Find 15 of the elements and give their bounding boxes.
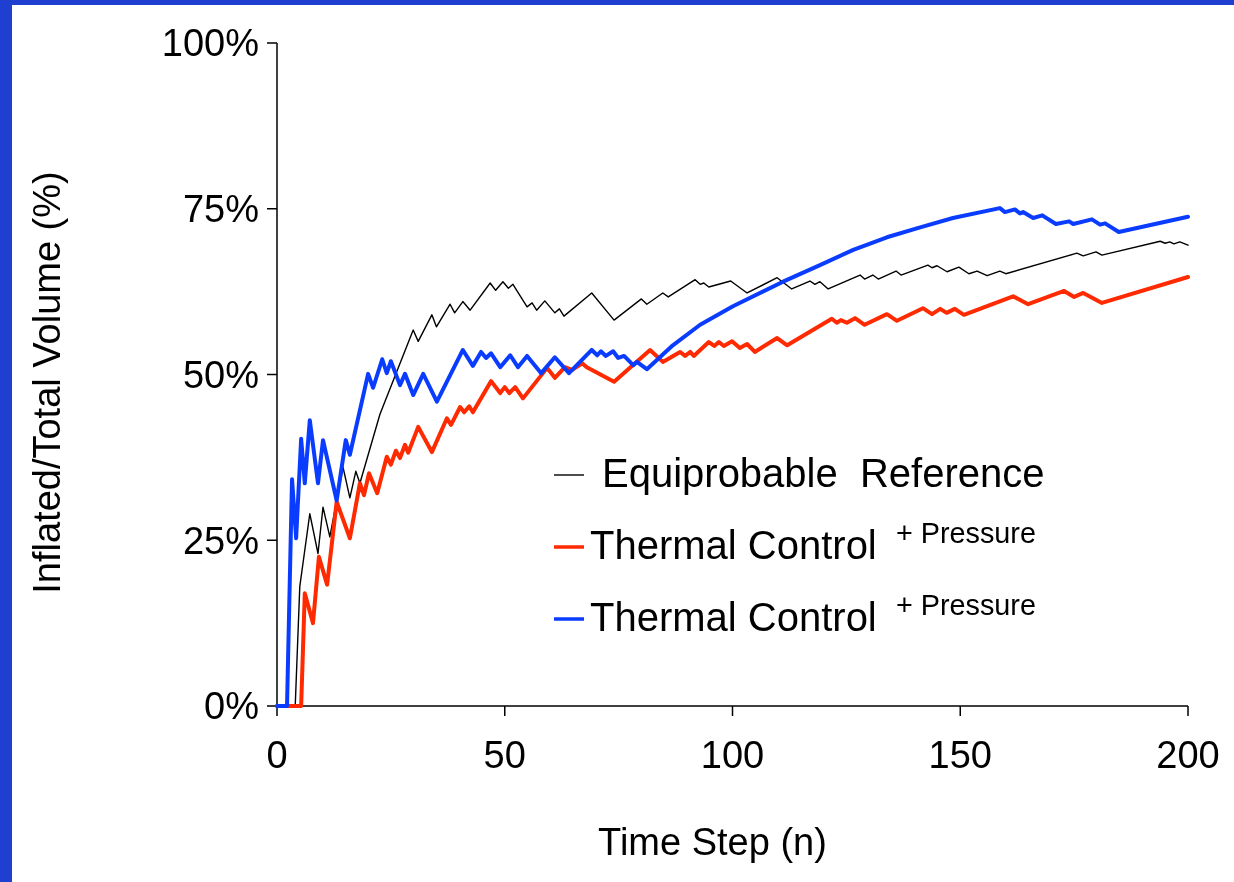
legend-label: Equiprobable Reference	[602, 451, 1045, 495]
y-tick-label: 100%	[161, 22, 259, 65]
x-tick-label: 200	[1156, 734, 1220, 776]
y-axis-title: Inflated/Total Volume (%)	[26, 171, 68, 594]
y-tick-label: 25%	[182, 519, 259, 562]
legend-label: Thermal Control $^{+ Pressure}$	[590, 589, 1036, 639]
x-axis-title: Time Step (n)	[598, 821, 827, 863]
y-tick-label: 0%	[204, 685, 259, 728]
x-tick-label: 100	[700, 734, 765, 776]
legend-label: Thermal Control $^{+ Pressure}$	[590, 517, 1036, 567]
y-tick-label: 50%	[182, 353, 259, 396]
x-tick-label: 0	[266, 734, 288, 776]
x-tick-label: 150	[928, 734, 992, 776]
x-tick-label: 50	[483, 734, 526, 776]
y-tick-label: 75%	[182, 188, 259, 231]
